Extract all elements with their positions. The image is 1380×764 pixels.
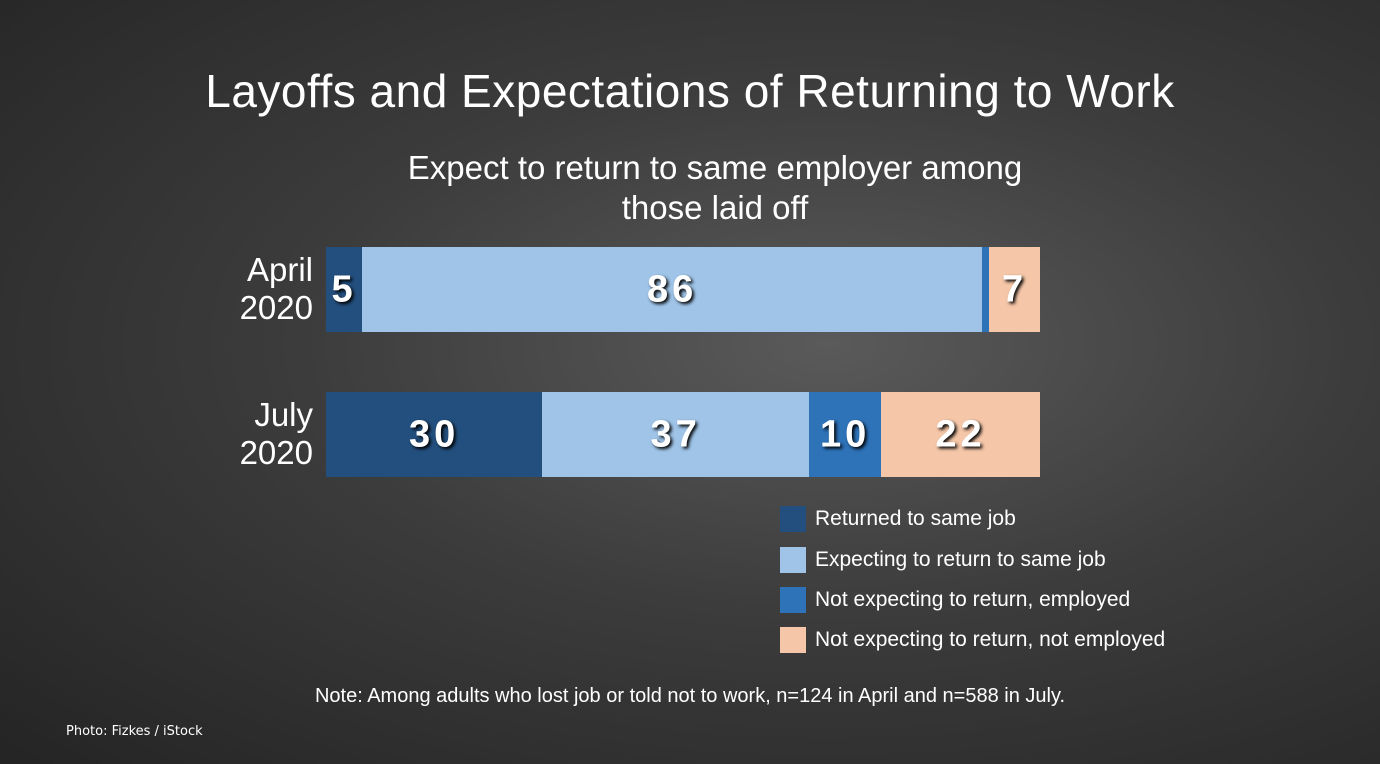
legend-label: Not expecting to return, employed <box>815 588 1131 611</box>
value-label: 5 <box>331 268 357 310</box>
legend-label: Returned to same job <box>815 507 1016 530</box>
value-label: 86 <box>646 268 698 310</box>
bar-segment <box>542 392 810 477</box>
bar-segment <box>362 247 983 332</box>
value-label: 7 <box>1001 268 1028 310</box>
value-label: 37 <box>650 413 701 455</box>
legend-label: Expecting to return to same job <box>815 548 1106 571</box>
value-label: 30 <box>409 413 460 455</box>
bar-segment <box>326 247 363 332</box>
photo-credit: Photo: Fizkes / iStock <box>66 724 203 739</box>
legend-swatch <box>780 547 806 573</box>
value-label: 10 <box>819 413 871 455</box>
bar-segment <box>982 247 990 332</box>
value-label: 22 <box>935 413 986 455</box>
bar-segment <box>326 392 543 477</box>
category-label: April 2020 <box>239 251 313 326</box>
chart-subtitle: Expect to return to same employer among … <box>407 149 1023 226</box>
bar-segment <box>881 392 1040 477</box>
bar-segment <box>809 392 882 477</box>
chart-title: Layoffs and Expectations of Returning to… <box>205 65 1175 117</box>
bar-segment <box>989 247 1040 332</box>
category-label: July 2020 <box>239 396 313 471</box>
legend-swatch <box>780 506 806 532</box>
legend-swatch <box>780 627 806 653</box>
note: Note: Among adults who lost job or told … <box>314 685 1066 707</box>
legend-swatch <box>780 587 806 613</box>
legend-label: Not expecting to return, not employed <box>815 628 1166 651</box>
